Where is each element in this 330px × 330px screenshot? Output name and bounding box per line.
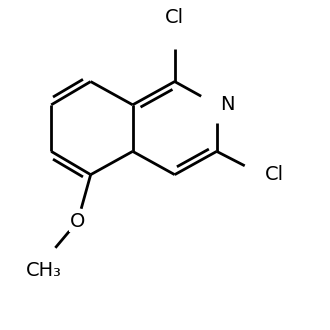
- Text: Cl: Cl: [265, 165, 284, 184]
- Text: Cl: Cl: [165, 8, 184, 27]
- Text: CH₃: CH₃: [26, 261, 62, 280]
- Text: N: N: [220, 95, 234, 114]
- Text: O: O: [70, 212, 85, 231]
